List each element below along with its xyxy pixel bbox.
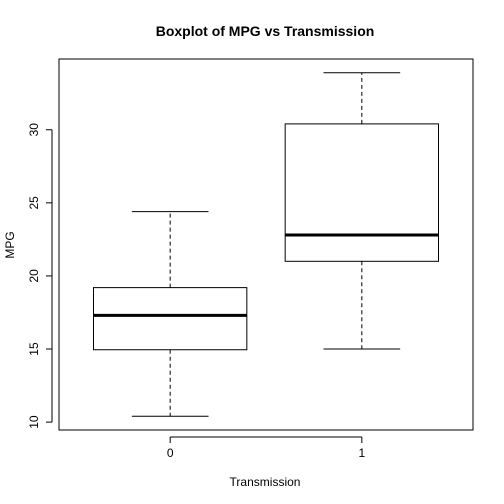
plot-frame [58, 58, 474, 431]
y-axis: 10 15 20 25 30 [27, 123, 53, 429]
y-tick-label-10: 10 [27, 415, 41, 429]
iqr-box-0 [93, 287, 248, 351]
x-axis-label: Transmission [230, 475, 301, 489]
y-tick-label-25: 25 [27, 196, 41, 210]
chart-title: Boxplot of MPG vs Transmission [156, 23, 375, 39]
box-1 [284, 72, 439, 350]
y-tick-label-15: 15 [27, 342, 41, 356]
y-tick-label-20: 20 [27, 269, 41, 283]
boxes [93, 72, 439, 417]
y-tick-label-30: 30 [27, 123, 41, 137]
box-0 [93, 211, 248, 417]
y-axis-label: MPG [3, 231, 17, 258]
x-tick-label-1: 1 [358, 446, 365, 460]
x-tick-label-0: 0 [167, 446, 174, 460]
iqr-box-1 [284, 123, 439, 262]
